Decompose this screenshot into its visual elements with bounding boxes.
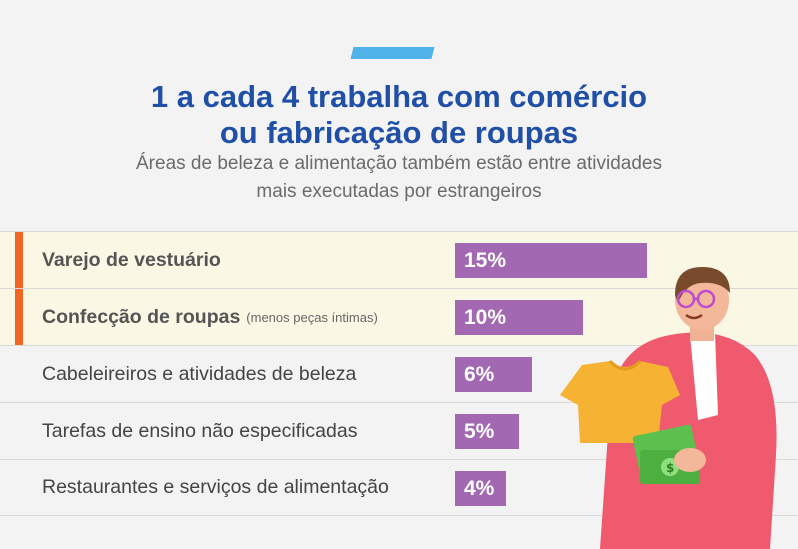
category-name: Confecção de roupas	[42, 305, 241, 328]
table-row: Restaurantes e serviços de alimentação 4%	[0, 459, 798, 516]
category-name: Tarefas de ensino não especificadas	[42, 419, 358, 442]
highlight-marker	[15, 232, 23, 288]
category-label: Cabeleireiros e atividades de beleza	[42, 346, 356, 402]
bar: 4%	[455, 471, 506, 506]
bar: 5%	[455, 414, 519, 449]
category-label: Restaurantes e serviços de alimentação	[42, 460, 389, 515]
bar-value-label: 15%	[464, 248, 507, 272]
highlight-marker	[15, 289, 23, 345]
table-row: Cabeleireiros e atividades de beleza 6%	[0, 345, 798, 402]
table-row: Varejo de vestuário 15%	[0, 231, 798, 288]
bar: 6%	[455, 357, 532, 392]
chart-subtitle-line2: mais executadas por estrangeiros	[256, 181, 542, 202]
category-label: Confecção de roupas (menos peças íntimas)	[42, 289, 378, 345]
category-label: Varejo de vestuário	[42, 232, 221, 288]
bar-value-label: 5%	[464, 419, 495, 443]
category-note: (menos peças íntimas)	[246, 309, 378, 325]
svg-text:$: $	[666, 461, 674, 475]
bar-value-label: 6%	[464, 362, 495, 386]
category-label: Tarefas de ensino não especificadas	[42, 403, 357, 459]
bar: 15%	[455, 243, 647, 278]
table-row: Tarefas de ensino não especificadas 5%	[0, 402, 798, 459]
chart-subtitle-line1: Áreas de beleza e alimentação também est…	[136, 153, 662, 174]
bar-value-label: 4%	[464, 476, 495, 500]
table-row: Confecção de roupas (menos peças íntimas)…	[0, 288, 798, 345]
accent-bar	[350, 47, 435, 59]
category-name: Varejo de vestuário	[42, 248, 221, 271]
bar: 10%	[455, 300, 583, 335]
bar-value-label: 10%	[464, 305, 507, 329]
chart-title-line1: 1 a cada 4 trabalha com comércio	[150, 79, 648, 114]
category-name: Restaurantes e serviços de alimentação	[42, 476, 389, 498]
category-name: Cabeleireiros e atividades de beleza	[42, 362, 357, 385]
chart-title-line2: ou fabricação de roupas	[219, 115, 579, 150]
person-holding-shirt-and-money-illustration: $	[560, 267, 777, 549]
